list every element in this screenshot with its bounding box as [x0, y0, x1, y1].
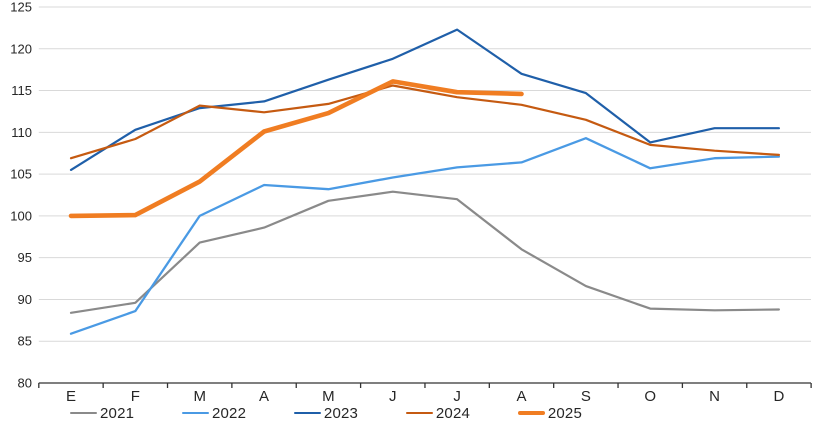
legend-label-2024: 2024	[435, 404, 471, 422]
legend-swatch-2023	[293, 411, 321, 415]
x-tick-label: A	[516, 388, 526, 405]
series-2025-line	[68, 79, 524, 219]
x-tick-label: D	[774, 388, 785, 405]
legend-label-2022: 2022	[211, 404, 247, 422]
legend-item-2023: 2023	[293, 404, 359, 422]
legend-item-2022: 2022	[181, 404, 247, 422]
legend-swatch-2022	[181, 411, 209, 415]
legend-item-2024: 2024	[405, 404, 471, 422]
chart-svg: 80 85 90 95 100 105 110 115 120 125 E F M A M J J A S O N D	[10, 0, 812, 405]
y-tick-label: 105	[10, 167, 32, 182]
x-tick-label: E	[66, 388, 76, 405]
x-tick-label: N	[709, 388, 720, 405]
legend-label-2023: 2023	[323, 404, 359, 422]
y-tick-label: 120	[10, 41, 32, 56]
gridlines	[38, 6, 811, 342]
y-tick-label: 90	[18, 292, 32, 307]
y-tick-label: 80	[18, 376, 32, 391]
y-tick-label: 100	[10, 208, 32, 223]
legend-swatch-2024	[405, 411, 433, 415]
legend-label-2021: 2021	[100, 404, 135, 422]
y-axis-labels: 80 85 90 95 100 105 110 115 120 125	[10, 0, 32, 391]
series-2023-line	[69, 28, 781, 171]
y-tick-label: 115	[11, 83, 32, 98]
x-tick-label: A	[259, 388, 269, 405]
y-tick-label: 85	[18, 334, 32, 349]
chart-legend: 2021 2022 2023 2024 2025	[70, 401, 582, 425]
x-tick-label: S	[581, 388, 591, 405]
x-tick-label: O	[644, 388, 656, 405]
legend-swatch-2021	[70, 411, 97, 415]
legend-item-2025: 2025	[517, 404, 582, 422]
x-axis	[38, 382, 812, 388]
series-2024-line	[69, 84, 781, 160]
legend-swatch-2025	[517, 410, 545, 416]
y-tick-label: 95	[18, 250, 32, 265]
series-2021-line	[69, 190, 781, 314]
x-tick-label: M	[193, 388, 206, 405]
series-2022-line	[69, 137, 781, 335]
y-tick-label: 110	[11, 125, 32, 140]
legend-item-2021: 2021	[70, 405, 134, 422]
y-tick-label: 125	[10, 0, 32, 15]
x-tick-label: J	[453, 388, 461, 405]
legend-label-2025: 2025	[547, 404, 582, 422]
x-tick-label: J	[389, 388, 397, 405]
x-tick-label: F	[131, 388, 140, 405]
x-tick-label: M	[322, 388, 335, 405]
